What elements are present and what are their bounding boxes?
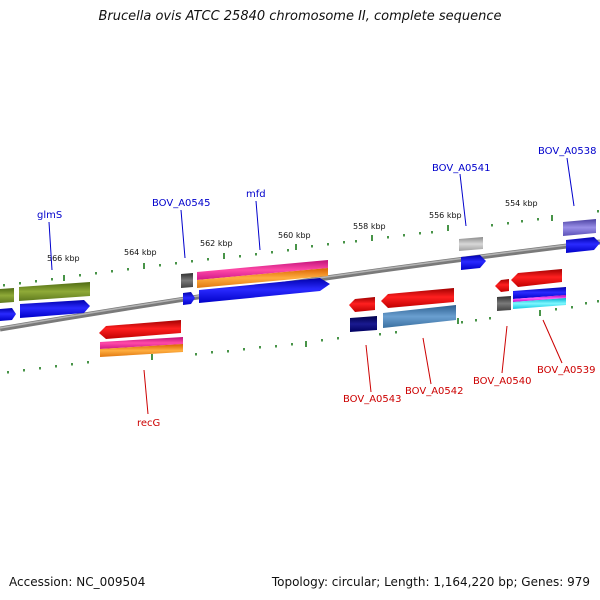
gene-block-orange-recg[interactable] <box>100 344 183 357</box>
gene-block-darkgray-a0545[interactable] <box>181 273 193 288</box>
gene-label-mfd[interactable]: mfd <box>246 189 266 200</box>
gene-block-darkgray-a0540[interactable] <box>497 296 511 311</box>
gene-block-pink-mfd[interactable] <box>197 260 328 280</box>
gene-arrow-red-recg[interactable] <box>99 320 181 339</box>
gene-block-pink-recg[interactable] <box>100 337 183 349</box>
gene-arrow-blue-a0545[interactable] <box>183 292 195 305</box>
scale-label-556: 556 kbp <box>429 211 462 220</box>
accession-text: Accession: NC_009504 <box>9 575 146 589</box>
forward-label-leaders <box>48 157 575 271</box>
gene-arrow-red-a0540[interactable] <box>495 279 509 292</box>
gene-arrow-blue-mfd[interactable] <box>199 278 330 303</box>
gene-block-glms[interactable] <box>19 282 90 301</box>
gene-arrow-blue-a0538[interactable] <box>566 237 600 253</box>
forward-genes <box>0 219 600 321</box>
gene-block-steel-a0542[interactable] <box>383 305 456 328</box>
gene-block-orange-mfd[interactable] <box>197 268 328 288</box>
gene-label-bov-a0545[interactable]: BOV_A0545 <box>152 198 211 209</box>
gene-arrow-red-a0543[interactable] <box>349 297 375 312</box>
gene-block-gray-a0541[interactable] <box>459 237 483 251</box>
gene-arrow-blue-left[interactable] <box>0 308 16 321</box>
scale-label-562: 562 kbp <box>200 239 233 248</box>
gene-label-glms[interactable]: glmS <box>37 210 62 221</box>
forward-tick-track <box>3 210 599 287</box>
gene-block-magenta-a0539[interactable] <box>513 295 566 302</box>
map-title: Brucella ovis ATCC 25840 chromosome II, … <box>98 9 502 24</box>
scale-label-564: 564 kbp <box>124 248 157 257</box>
scale-label-558: 558 kbp <box>353 222 386 231</box>
gene-label-bov-a0539[interactable]: BOV_A0539 <box>537 365 596 376</box>
reverse-tick-major-marks <box>151 318 459 360</box>
reverse-label-leaders <box>143 319 563 415</box>
reverse-tick-track <box>7 300 599 374</box>
gene-arrow-red-a0542[interactable] <box>381 288 454 308</box>
scale-label-560: 560 kbp <box>278 231 311 240</box>
gene-arrow-blue-a0541[interactable] <box>461 255 486 270</box>
gene-arrow-red-a0539[interactable] <box>511 269 562 287</box>
genome-stats-text: Topology: circular; Length: 1,164,220 bp… <box>271 575 590 589</box>
gene-label-recg[interactable]: recG <box>137 418 160 429</box>
reverse-genes <box>99 269 566 357</box>
gene-label-bov-a0541[interactable]: BOV_A0541 <box>432 163 491 174</box>
gene-block-cyan-a0539[interactable] <box>513 298 566 309</box>
gene-arrow-blue-glms[interactable] <box>20 300 90 318</box>
gene-block-navy-a0543[interactable] <box>350 316 377 332</box>
gene-block-purple-a0538[interactable] <box>563 219 596 236</box>
scale-label-554: 554 kbp <box>505 199 538 208</box>
gene-label-bov-a0538[interactable]: BOV_A0538 <box>538 146 597 157</box>
gene-label-bov-a0540[interactable]: BOV_A0540 <box>473 376 532 387</box>
gene-label-bov-a0542[interactable]: BOV_A0542 <box>405 386 464 397</box>
scale-label-566: 566 kbp <box>47 254 80 263</box>
gene-label-bov-a0543[interactable]: BOV_A0543 <box>343 394 402 405</box>
gene-block-olive-left[interactable] <box>0 288 14 303</box>
